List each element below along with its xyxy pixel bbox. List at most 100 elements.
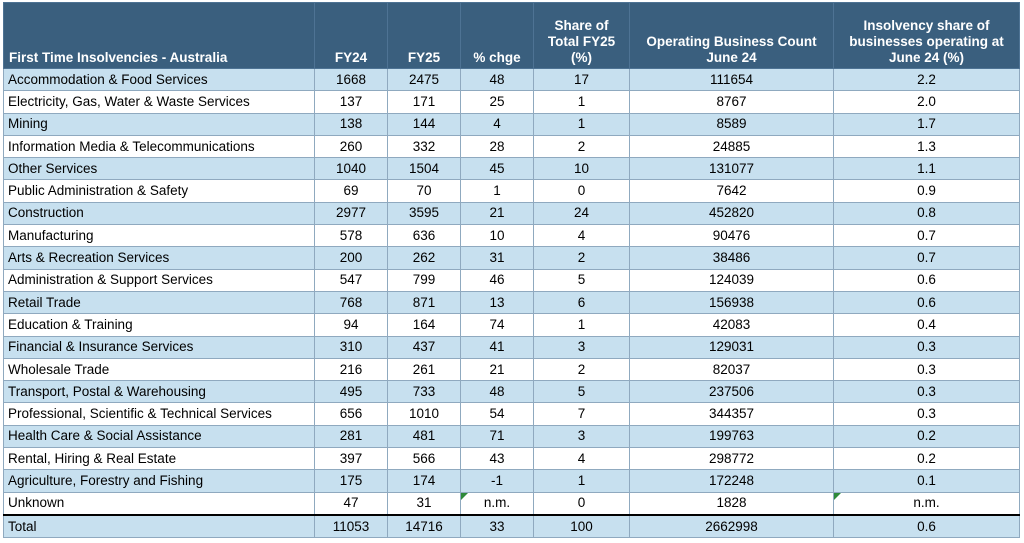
cell-value: 0.3 — [917, 406, 936, 422]
cell-value: 144 — [412, 116, 436, 132]
cell-value: 344357 — [708, 406, 755, 422]
cell-value: 1 — [577, 116, 586, 132]
cell-business-count: 8767 — [629, 90, 834, 114]
cell-business-count: 124039 — [629, 268, 834, 292]
cell-value: Public Administration & Safety — [8, 183, 189, 199]
cell-fy25: 31 — [387, 491, 461, 516]
cell-pct-change: 10 — [460, 224, 534, 248]
cell-pct-change: 4 — [460, 112, 534, 136]
table-row: Administration & Support Services 547 799 4… — [3, 268, 1020, 292]
cell-pct-change: 48 — [460, 380, 534, 404]
cell-value: 0.3 — [917, 339, 936, 355]
cell-value: n.m. — [483, 495, 511, 511]
cell-insolvency-share: 2.0 — [833, 90, 1020, 114]
cell-value: 200 — [339, 250, 363, 266]
cell-value: Arts & Recreation Services — [8, 250, 170, 266]
cell-value: 111654 — [709, 71, 754, 87]
cell-pct-change: 74 — [460, 313, 534, 337]
cell-fy24: 94 — [314, 313, 388, 337]
cell-fy24: 310 — [314, 335, 388, 359]
cell-fy24: 281 — [314, 424, 388, 449]
cell-industry: Agriculture, Forestry and Fishing — [3, 469, 315, 493]
cell-value: 31 — [416, 495, 432, 511]
cell-value: 11053 — [332, 518, 370, 534]
cell-fy24: 216 — [314, 357, 388, 382]
cell-pct-change: 1 — [460, 179, 534, 203]
cell-share-total: 1 — [533, 469, 630, 493]
cell-value: 7642 — [716, 183, 747, 199]
cell-value: 6 — [577, 294, 586, 310]
cell-value: Mining — [8, 116, 48, 132]
cell-business-count: 38486 — [629, 246, 834, 270]
cell-value: 45 — [489, 160, 505, 176]
table-row: Accommodation & Food Services 1668 2475 48 1… — [3, 67, 1020, 92]
cell-pct-change: 21 — [460, 357, 534, 382]
cell-pct-change: 54 — [460, 402, 534, 426]
cell-industry: Administration & Support Services — [3, 268, 315, 292]
cell-industry: Public Administration & Safety — [3, 179, 315, 203]
cell-industry: Information Media & Telecommunications — [3, 134, 315, 159]
cell-value: 129031 — [708, 339, 755, 355]
cell-value: 54 — [489, 406, 505, 422]
error-indicator-icon — [834, 492, 841, 500]
table-row: Rental, Hiring & Real Estate 397 566 43 4 298… — [3, 447, 1020, 471]
cell-value: Financial & Insurance Services — [8, 339, 194, 355]
cell-value: 21 — [489, 361, 505, 377]
cell-value: 1.1 — [917, 160, 936, 176]
cell-business-count: 90476 — [629, 224, 834, 248]
cell-share-total: 5 — [533, 268, 630, 292]
cell-value: 43 — [489, 450, 505, 466]
cell-value: 10 — [489, 227, 505, 243]
cell-fy24: 200 — [314, 246, 388, 270]
cell-value: 0.1 — [917, 472, 936, 488]
cell-value: 1.3 — [917, 138, 936, 154]
cell-fy25: 733 — [387, 380, 461, 404]
cell-fy24: 69 — [314, 179, 388, 203]
cell-value: 48 — [489, 71, 505, 87]
cell-share-total: 1 — [533, 313, 630, 337]
cell-pct-change: 45 — [460, 157, 534, 181]
cell-value: 495 — [339, 383, 363, 399]
cell-fy24: 578 — [314, 224, 388, 248]
cell-share-total: 24 — [533, 201, 630, 226]
cell-value: 1668 — [335, 71, 367, 87]
cell-value: 24 — [573, 205, 590, 221]
cell-value: Total — [8, 518, 37, 534]
cell-value: 94 — [343, 316, 359, 332]
cell-value: 175 — [339, 472, 363, 488]
cell-insolvency-share: 0.1 — [833, 469, 1020, 493]
cell-value: 13 — [489, 294, 505, 310]
cell-business-count: 24885 — [629, 134, 834, 159]
cell-share-total: 4 — [533, 224, 630, 248]
table-row: Transport, Postal & Warehousing 495 733 48 5… — [3, 380, 1020, 404]
insolvency-table-container: First Time Insolvencies - Australia FY24… — [3, 2, 1020, 539]
cell-value: 2 — [577, 250, 586, 266]
cell-value: Construction — [8, 205, 84, 221]
cell-value: 237506 — [708, 383, 755, 399]
table-row: Financial & Insurance Services 310 437 41 3 1… — [3, 335, 1020, 359]
header-share-total: Share of Total FY25 (%) — [533, 2, 630, 69]
cell-value: 0.2 — [917, 428, 936, 444]
cell-value: 0 — [577, 183, 586, 199]
cell-value: 8589 — [716, 116, 747, 132]
cell-fy24: 656 — [314, 402, 388, 426]
cell-fy24: 137 — [314, 90, 388, 114]
cell-value: Manufacturing — [8, 227, 94, 243]
cell-value: 799 — [412, 272, 436, 288]
cell-fy25: 144 — [387, 112, 461, 136]
cell-industry: Education & Training — [3, 313, 315, 337]
cell-business-count: 156938 — [629, 290, 834, 315]
cell-value: 332 — [412, 138, 436, 154]
cell-fy24: 1668 — [314, 67, 388, 92]
cell-pct-change: 43 — [460, 447, 534, 471]
cell-value: 481 — [412, 428, 436, 444]
cell-value: 4 — [577, 227, 586, 243]
table-row: Education & Training 94 164 74 1 42083 0.4 — [3, 313, 1020, 337]
cell-value: 25 — [489, 93, 505, 109]
cell-value: 0 — [577, 495, 586, 511]
table-row: Other Services 1040 1504 45 10 131077 1.1 — [3, 157, 1020, 181]
cell-value: 21 — [489, 205, 505, 221]
cell-value: 74 — [489, 316, 505, 332]
cell-insolvency-share: 0.3 — [833, 380, 1020, 404]
cell-value: 656 — [339, 406, 363, 422]
